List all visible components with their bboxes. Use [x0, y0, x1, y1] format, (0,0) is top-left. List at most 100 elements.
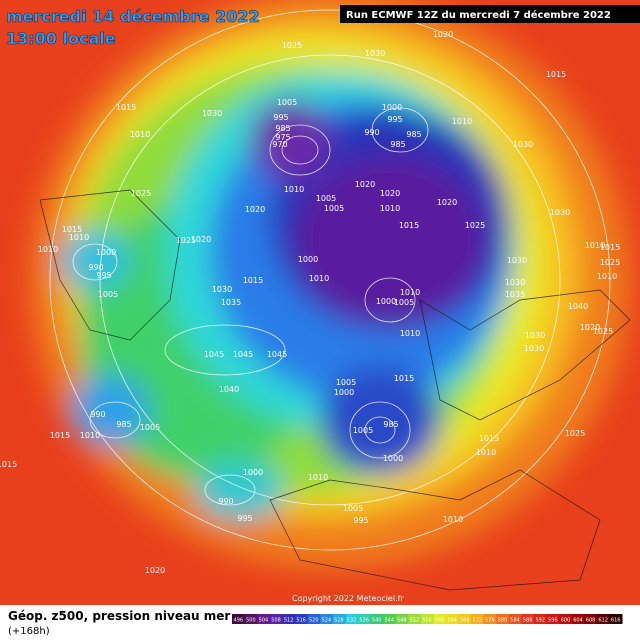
- scale-label: 524: [322, 618, 332, 624]
- scale-label: 532: [347, 618, 357, 624]
- scale-swatch: [257, 614, 271, 624]
- isobar-label: 1005: [140, 423, 160, 432]
- isobar-label: 1010: [585, 241, 605, 250]
- isobar-label: 1010: [443, 515, 463, 524]
- isobar-label: 1015: [50, 431, 70, 440]
- scale-label: 568: [460, 618, 470, 624]
- isobar-label: 1010: [597, 272, 617, 281]
- isobar-label: 1025: [282, 41, 302, 50]
- scale-swatch: [533, 614, 548, 624]
- isobar-label: 1015: [399, 221, 419, 230]
- scale-swatch: [370, 614, 384, 624]
- footer-title: Géop. z500, pression niveau mer: [8, 609, 230, 623]
- isobar-label: 1025: [565, 429, 585, 438]
- isobar-label: 1015: [0, 460, 17, 469]
- scale-label: 572: [473, 618, 483, 624]
- isobar-label: 1030: [524, 344, 544, 353]
- isobar-label: 1010: [69, 233, 89, 242]
- scale-label: 540: [372, 618, 382, 624]
- scale-label: 588: [523, 618, 533, 624]
- isobar-label: 1030: [212, 285, 232, 294]
- isobar-label: 1040: [219, 385, 239, 394]
- isobar-label: 1005: [277, 98, 297, 107]
- scale-label: 500: [246, 618, 256, 624]
- isobar-label: 990: [88, 263, 103, 272]
- color-scale: 496 500 504 508 512 516 520 524 528 532 536 540 544 5…: [232, 614, 623, 624]
- isobar-label: 1010: [309, 274, 329, 283]
- isobar-label: 1025: [593, 327, 613, 336]
- scale-label: 520: [309, 618, 319, 624]
- isobar-label: 1020: [245, 205, 265, 214]
- scale-swatch: [483, 614, 497, 624]
- isobar-label: 1030: [550, 208, 570, 217]
- isobar-label: 1005: [343, 504, 363, 513]
- scale-label: 608: [586, 618, 596, 624]
- isobar-label: 985: [390, 140, 405, 149]
- isobar-label: 1005: [324, 204, 344, 213]
- isobar-label: 1030: [525, 331, 545, 340]
- scale-swatch: [345, 614, 359, 624]
- isobar-label: 1010: [130, 130, 150, 139]
- scale-swatch: [521, 614, 535, 624]
- map-subtitle: 13:00 locale: [6, 29, 116, 48]
- scale-swatch: [332, 614, 346, 624]
- isobar-label: 1000: [334, 388, 354, 397]
- isobar-label: 1040: [568, 302, 588, 311]
- isobar-label: 1005: [316, 194, 336, 203]
- isobar-label: 1015: [546, 70, 566, 79]
- isobar-label: 995: [237, 514, 252, 523]
- scale-label: 504: [259, 618, 269, 624]
- scale-label: 544: [384, 618, 394, 624]
- isobar-label: 1020: [580, 323, 600, 332]
- scale-swatch: [244, 614, 258, 624]
- run-info: Run ECMWF 12Z du mercredi 7 décembre 202…: [346, 9, 611, 21]
- isobar-label: 995: [387, 115, 402, 124]
- scale-swatch: [294, 614, 308, 624]
- isobar-label: 1020: [437, 198, 457, 207]
- isobar-label: 1020: [433, 30, 453, 39]
- scale-label: 576: [485, 618, 495, 624]
- isobar-label: 995: [273, 113, 288, 122]
- isobar-label: 1015: [243, 276, 263, 285]
- isobar-label: 1005: [336, 378, 356, 387]
- isobar-label: 990: [364, 128, 379, 137]
- isobar-label: 1000: [383, 454, 403, 463]
- isobar-label: 1010: [38, 245, 58, 254]
- isobar-label: 1045: [233, 350, 253, 359]
- isobar-label: 1010: [308, 473, 328, 482]
- isobar-label: 1005: [98, 290, 118, 299]
- scale-label: 508: [271, 618, 281, 624]
- map-title: mercredi 14 décembre 2022: [6, 7, 260, 26]
- isobar-label: 985: [116, 420, 131, 429]
- isobar-label: 985: [406, 130, 421, 139]
- isobar-label: 1015: [394, 374, 414, 383]
- scale-label: 536: [359, 618, 369, 624]
- isobar-label: 1010: [284, 185, 304, 194]
- scale-label: 552: [410, 618, 420, 624]
- isobar-label: 1010: [80, 431, 100, 440]
- scale-label: 512: [284, 618, 294, 624]
- isobar-label: 995: [96, 271, 111, 280]
- scale-swatch: [596, 614, 610, 624]
- isobar-label: 1000: [382, 103, 402, 112]
- isobar-label: 990: [90, 410, 105, 419]
- scale-swatch: [571, 614, 585, 624]
- isobar-label: 1020: [380, 189, 400, 198]
- isobar-label: 1005: [394, 298, 414, 307]
- scale-swatch: [496, 614, 510, 624]
- isobar-label: 1000: [243, 468, 263, 477]
- scale-label: 496: [234, 618, 244, 624]
- isobar-label: 1030: [365, 49, 385, 58]
- isobar-label: 1030: [507, 256, 527, 265]
- isobar-label: 1035: [505, 290, 525, 299]
- isobar-label: 1030: [513, 140, 533, 149]
- isobar-labels: 1025103010201015101510301010100599598597…: [0, 30, 620, 575]
- scale-swatch: [471, 614, 485, 624]
- scale-swatch: [395, 614, 409, 624]
- isobar-label: 1030: [505, 278, 525, 287]
- isobar-label: 1025: [131, 189, 151, 198]
- footer-lead: (+168h): [8, 626, 50, 637]
- scale-label: 556: [422, 618, 432, 624]
- isobar-label: 1020: [145, 566, 165, 575]
- scale-swatch: [458, 614, 472, 624]
